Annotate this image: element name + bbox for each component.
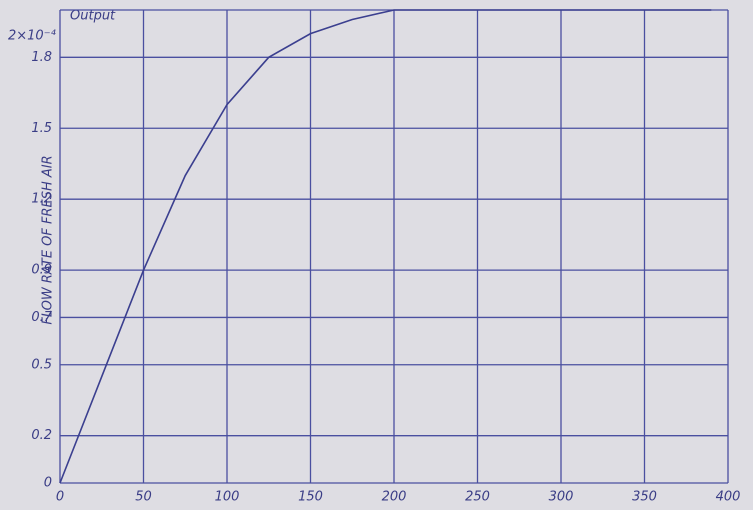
x-tick-label: 0 bbox=[56, 490, 64, 505]
x-tick-label: 100 bbox=[215, 490, 240, 505]
x-tick-label: 150 bbox=[298, 490, 323, 505]
y-tick-label: 0 bbox=[44, 476, 52, 491]
x-tick-label: 400 bbox=[716, 490, 741, 505]
y-tick-label: 1.5 bbox=[31, 121, 52, 136]
line bbox=[59, 9, 712, 484]
x-tick-label: 250 bbox=[465, 490, 490, 505]
x-tick-label: 300 bbox=[549, 490, 574, 505]
x-tick-label: 50 bbox=[135, 490, 152, 505]
y-tick-label: 2×10⁻⁴ bbox=[8, 29, 57, 44]
y-tick-label: 1.2 bbox=[31, 192, 52, 207]
y-axis-label: FLOW RATE OF FRESH AIR bbox=[41, 155, 56, 324]
y-tick-label: 1.8 bbox=[31, 50, 52, 65]
chart-title: Output bbox=[70, 9, 116, 24]
y-tick-label: 0.9 bbox=[31, 263, 52, 278]
x-tick-label: 200 bbox=[382, 490, 407, 505]
y-tick-label: 0.5 bbox=[31, 357, 52, 372]
y-tick-label: 0.2 bbox=[31, 428, 52, 443]
y-tick-label: 0.7 bbox=[31, 310, 52, 325]
x-tick-label: 350 bbox=[632, 490, 657, 505]
